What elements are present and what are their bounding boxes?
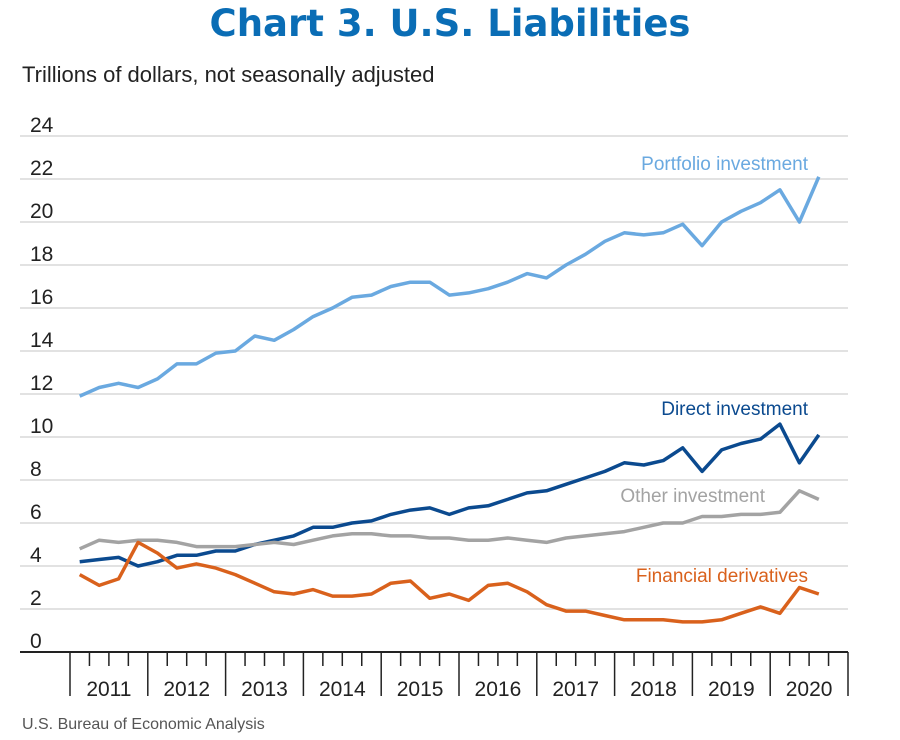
- y-tick-label: 24: [30, 114, 54, 137]
- source-note: U.S. Bureau of Economic Analysis: [22, 716, 265, 733]
- x-tick-label: 2015: [397, 678, 444, 701]
- y-tick-label: 18: [30, 243, 53, 266]
- x-tick-label: 2020: [786, 678, 833, 701]
- x-tick-label: 2017: [552, 678, 599, 701]
- x-tick-label: 2013: [241, 678, 288, 701]
- y-tick-label: 10: [30, 415, 53, 438]
- x-axis: 2011 2012 2013 2014 2015 2016 2017 2018 2019 2020: [20, 651, 849, 701]
- series-labels: Portfolio investment Direct investment Oth…: [620, 154, 808, 587]
- series-line-3: [78, 540, 820, 624]
- series-line-0: [78, 176, 821, 398]
- grid-lines: [20, 135, 848, 610]
- y-tick-label: 14: [30, 329, 54, 352]
- y-tick-label: 16: [30, 286, 53, 309]
- x-tick-label: 2011: [86, 678, 131, 701]
- series-label-3: Financial derivatives: [636, 566, 808, 587]
- chart-subtitle: Trillions of dollars, not seasonally adj…: [22, 62, 435, 87]
- series-label-1: Direct investment: [661, 399, 808, 420]
- x-tick-label: 2012: [163, 678, 210, 701]
- y-tick-label: 8: [30, 458, 42, 481]
- y-tick-label: 0: [30, 630, 42, 653]
- x-tick-label: 2018: [630, 678, 677, 701]
- series-label-0: Portfolio investment: [641, 154, 809, 175]
- y-tick-label: 4: [30, 544, 42, 567]
- series-lines: [78, 176, 821, 624]
- x-tick-label: 2019: [708, 678, 755, 701]
- series-line-1: [79, 422, 821, 568]
- y-tick-label: 12: [30, 372, 53, 395]
- chart-title: Chart 3. U.S. Liabilities: [209, 2, 691, 45]
- series-label-2: Other investment: [620, 486, 765, 507]
- y-tick-label: 6: [30, 501, 42, 524]
- y-tick-label: 20: [30, 200, 53, 223]
- series-line-2: [78, 489, 820, 551]
- y-tick-label: 22: [30, 157, 53, 180]
- x-tick-label: 2014: [319, 678, 366, 701]
- y-tick-label: 2: [30, 587, 42, 610]
- x-tick-label: 2016: [475, 678, 522, 701]
